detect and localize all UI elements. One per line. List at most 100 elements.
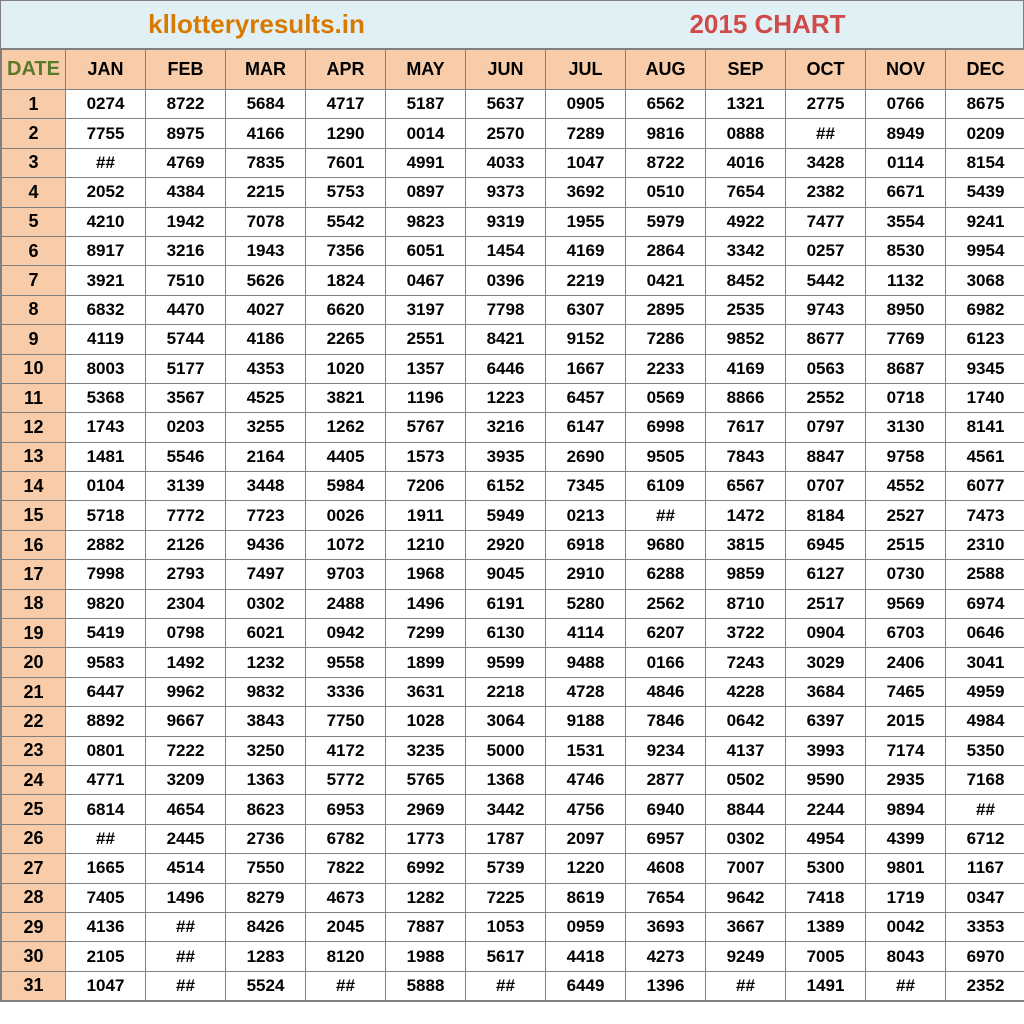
- value-cell: 7654: [626, 883, 706, 912]
- value-cell: 9436: [226, 530, 306, 559]
- value-cell: 1232: [226, 648, 306, 677]
- value-cell: 9558: [306, 648, 386, 677]
- value-cell: 8710: [706, 589, 786, 618]
- date-cell: 4: [2, 178, 66, 207]
- value-cell: 9569: [866, 589, 946, 618]
- value-cell: 1167: [946, 854, 1024, 883]
- value-cell: 0257: [786, 236, 866, 265]
- chart-title: 2015 CHART: [512, 1, 1023, 48]
- date-cell: 8: [2, 295, 66, 324]
- value-cell: ##: [866, 971, 946, 1000]
- table-row: 1401043139344859847206615273456109656707…: [2, 472, 1024, 501]
- value-cell: 2126: [146, 530, 226, 559]
- value-cell: 9373: [466, 178, 546, 207]
- table-body: 1027487225684471751875637090565621321277…: [2, 90, 1024, 1001]
- value-cell: 9962: [146, 677, 226, 706]
- value-cell: 3216: [146, 236, 226, 265]
- value-cell: 9188: [546, 707, 626, 736]
- value-cell: 2562: [626, 589, 706, 618]
- table-row: 1954190798602109427299613041146207372209…: [2, 619, 1024, 648]
- value-cell: 7473: [946, 501, 1024, 530]
- date-cell: 25: [2, 795, 66, 824]
- value-cell: 2690: [546, 442, 626, 471]
- value-cell: 0014: [386, 119, 466, 148]
- value-cell: 0026: [306, 501, 386, 530]
- date-cell: 16: [2, 530, 66, 559]
- table-row: 302105##12838120198856174418427392497005…: [2, 942, 1024, 971]
- value-cell: 6712: [946, 824, 1024, 853]
- value-cell: 7007: [706, 854, 786, 883]
- value-cell: 5442: [786, 266, 866, 295]
- value-cell: 1824: [306, 266, 386, 295]
- value-cell: 4769: [146, 148, 226, 177]
- value-cell: 7405: [66, 883, 146, 912]
- value-cell: 0905: [546, 90, 626, 119]
- value-cell: 9234: [626, 736, 706, 765]
- value-cell: 8949: [866, 119, 946, 148]
- value-cell: 7299: [386, 619, 466, 648]
- value-cell: 6152: [466, 472, 546, 501]
- value-cell: 4654: [146, 795, 226, 824]
- value-cell: 3554: [866, 207, 946, 236]
- value-cell: 1496: [386, 589, 466, 618]
- value-cell: 3336: [306, 677, 386, 706]
- value-cell: 1743: [66, 413, 146, 442]
- value-cell: 4954: [786, 824, 866, 853]
- value-cell: 5984: [306, 472, 386, 501]
- date-cell: 11: [2, 383, 66, 412]
- table-row: 2288929667384377501028306491887846064263…: [2, 707, 1024, 736]
- value-cell: 8141: [946, 413, 1024, 442]
- value-cell: 6832: [66, 295, 146, 324]
- value-cell: 2488: [306, 589, 386, 618]
- value-cell: 3342: [706, 236, 786, 265]
- value-cell: 5626: [226, 266, 306, 295]
- month-header-jul: JUL: [546, 50, 626, 90]
- date-cell: 3: [2, 148, 66, 177]
- value-cell: 9743: [786, 295, 866, 324]
- value-cell: ##: [786, 119, 866, 148]
- table-row: 1153683567452538211196122364570569886625…: [2, 383, 1024, 412]
- value-cell: 8120: [306, 942, 386, 971]
- value-cell: 5419: [66, 619, 146, 648]
- value-cell: 2215: [226, 178, 306, 207]
- value-cell: ##: [146, 971, 226, 1000]
- value-cell: 2877: [626, 765, 706, 794]
- value-cell: 1943: [226, 236, 306, 265]
- value-cell: 8722: [146, 90, 226, 119]
- value-cell: 6127: [786, 560, 866, 589]
- value-cell: 4561: [946, 442, 1024, 471]
- value-cell: 7345: [546, 472, 626, 501]
- value-cell: 1210: [386, 530, 466, 559]
- table-row: 2164479962983233363631221847284846422836…: [2, 677, 1024, 706]
- value-cell: 6123: [946, 325, 1024, 354]
- value-cell: 3667: [706, 912, 786, 941]
- value-cell: 6945: [786, 530, 866, 559]
- value-cell: 7772: [146, 501, 226, 530]
- value-cell: 0730: [866, 560, 946, 589]
- value-cell: 9852: [706, 325, 786, 354]
- value-cell: 5765: [386, 765, 466, 794]
- value-cell: 1132: [866, 266, 946, 295]
- value-cell: 0707: [786, 472, 866, 501]
- value-cell: 4728: [546, 677, 626, 706]
- value-cell: 0766: [866, 90, 946, 119]
- value-cell: 4273: [626, 942, 706, 971]
- value-cell: 8184: [786, 501, 866, 530]
- value-cell: 6814: [66, 795, 146, 824]
- date-cell: 5: [2, 207, 66, 236]
- value-cell: 6021: [226, 619, 306, 648]
- value-cell: 7497: [226, 560, 306, 589]
- value-cell: 8677: [786, 325, 866, 354]
- value-cell: 8426: [226, 912, 306, 941]
- value-cell: 9152: [546, 325, 626, 354]
- value-cell: 1955: [546, 207, 626, 236]
- value-cell: 5546: [146, 442, 226, 471]
- date-cell: 9: [2, 325, 66, 354]
- table-row: 1898202304030224881496619152802562871025…: [2, 589, 1024, 618]
- value-cell: 9642: [706, 883, 786, 912]
- table-row: 294136##84262045788710530959369336671389…: [2, 912, 1024, 941]
- value-cell: 7617: [706, 413, 786, 442]
- date-column-header: DATE: [2, 50, 66, 90]
- date-cell: 31: [2, 971, 66, 1000]
- value-cell: 5637: [466, 90, 546, 119]
